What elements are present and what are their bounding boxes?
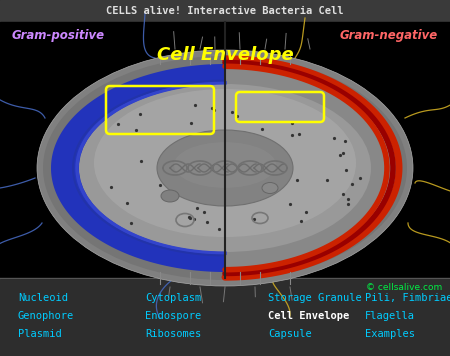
Text: Endospore: Endospore (145, 311, 201, 321)
Text: Cytoplasm: Cytoplasm (145, 293, 201, 303)
Text: Storage Granule: Storage Granule (268, 293, 362, 303)
Text: Gram-positive: Gram-positive (12, 30, 105, 42)
Text: Genophore: Genophore (18, 311, 74, 321)
Ellipse shape (161, 190, 179, 202)
Bar (0, 0, 450, 22)
Bar (0, 278, 450, 356)
Text: © cellsalive.com: © cellsalive.com (366, 283, 442, 292)
Text: Examples: Examples (365, 329, 415, 339)
Ellipse shape (79, 84, 371, 252)
Ellipse shape (262, 183, 278, 194)
Polygon shape (225, 64, 399, 272)
Bar (0, 22, 450, 278)
Text: Cell Envelope: Cell Envelope (268, 311, 349, 321)
Ellipse shape (37, 50, 413, 286)
Text: Pili, Fimbriae: Pili, Fimbriae (365, 293, 450, 303)
Text: Flagella: Flagella (365, 311, 415, 321)
Ellipse shape (43, 56, 407, 280)
Text: Nucleoid: Nucleoid (18, 293, 68, 303)
Text: Cell Envelope: Cell Envelope (157, 46, 293, 64)
Text: Gram-negative: Gram-negative (340, 30, 438, 42)
Text: Ribosomes: Ribosomes (145, 329, 201, 339)
Text: Plasmid: Plasmid (18, 329, 62, 339)
Text: CELLS alive! Interactive Bacteria Cell: CELLS alive! Interactive Bacteria Cell (106, 6, 344, 16)
Ellipse shape (94, 89, 356, 237)
Text: Capsule: Capsule (268, 329, 312, 339)
Ellipse shape (174, 142, 276, 188)
Polygon shape (51, 64, 225, 272)
Ellipse shape (157, 130, 293, 206)
